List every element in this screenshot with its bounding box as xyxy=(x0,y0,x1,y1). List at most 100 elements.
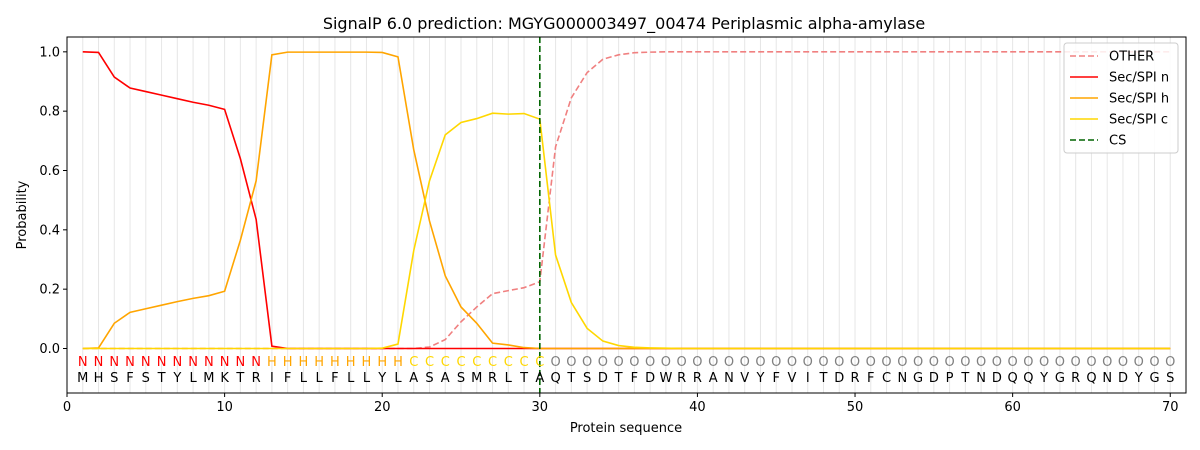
y-tick-label: 0.2 xyxy=(39,283,60,298)
region-label: O xyxy=(645,355,655,370)
region-label: O xyxy=(1086,355,1096,370)
region-label: N xyxy=(204,355,214,370)
region-label: H xyxy=(267,355,277,370)
grid-lines xyxy=(82,37,1171,393)
residue-label: S xyxy=(1166,371,1174,386)
region-label: N xyxy=(109,355,119,370)
residue-label: H xyxy=(94,371,104,386)
residue-label: C xyxy=(882,371,891,386)
region-label: O xyxy=(1149,355,1159,370)
residue-label: M xyxy=(471,371,482,386)
region-label: H xyxy=(314,355,324,370)
region-label: O xyxy=(1071,355,1081,370)
region-label: O xyxy=(960,355,970,370)
region-label: O xyxy=(740,355,750,370)
region-label: O xyxy=(944,355,954,370)
region-label: H xyxy=(330,355,340,370)
x-tick-label: 60 xyxy=(1004,400,1021,415)
region-label: O xyxy=(1039,355,1049,370)
residue-label: R xyxy=(851,371,860,386)
y-axis-label: Probability xyxy=(15,180,30,249)
residue-label: R xyxy=(677,371,686,386)
region-label: H xyxy=(299,355,309,370)
x-tick-label: 10 xyxy=(216,400,233,415)
region-label: N xyxy=(235,355,245,370)
residue-label: F xyxy=(331,371,338,386)
region-label: C xyxy=(409,355,418,370)
residue-label: T xyxy=(819,371,828,386)
residue-label: L xyxy=(300,371,308,386)
series-line-sec-spi-h xyxy=(82,51,1171,350)
region-label: H xyxy=(393,355,403,370)
region-label: O xyxy=(771,355,781,370)
region-label: O xyxy=(787,355,797,370)
plot-area xyxy=(82,37,1171,393)
residue-label: G xyxy=(1149,371,1159,386)
y-tick-label: 0.4 xyxy=(39,223,60,238)
residue-label: Y xyxy=(1134,371,1143,386)
region-label: N xyxy=(157,355,167,370)
residue-label: K xyxy=(220,371,229,386)
residue-label: M xyxy=(77,371,88,386)
region-label: O xyxy=(850,355,860,370)
legend-box xyxy=(1063,42,1179,154)
region-label: N xyxy=(125,355,135,370)
region-label: O xyxy=(708,355,718,370)
region-label: O xyxy=(897,355,907,370)
region-label: N xyxy=(220,355,230,370)
residue-label: R xyxy=(1071,371,1080,386)
residue-label: D xyxy=(992,371,1002,386)
region-label: O xyxy=(566,355,576,370)
region-label: O xyxy=(724,355,734,370)
region-label: O xyxy=(1165,355,1175,370)
region-label: N xyxy=(94,355,104,370)
region-label: N xyxy=(251,355,261,370)
region-label: O xyxy=(866,355,876,370)
residue-label: L xyxy=(363,371,371,386)
residue-label: R xyxy=(488,371,497,386)
residue-label: S xyxy=(110,371,118,386)
residue-label: T xyxy=(566,371,575,386)
chart-title: SignalP 6.0 prediction: MGYG000003497_00… xyxy=(323,14,925,34)
residue-label: S xyxy=(425,371,433,386)
series-line-sec-spi-n xyxy=(82,51,1171,350)
residue-label: L xyxy=(189,371,197,386)
region-label: O xyxy=(661,355,671,370)
region-label: N xyxy=(141,355,151,370)
legend-entry: CS xyxy=(1109,134,1126,149)
region-label: O xyxy=(1055,355,1065,370)
region-label: O xyxy=(834,355,844,370)
series-line-sec-spi-c xyxy=(82,112,1171,350)
region-label: C xyxy=(535,355,544,370)
residue-label: Q xyxy=(550,371,560,386)
residue-label: D xyxy=(598,371,608,386)
residue-label: L xyxy=(394,371,402,386)
legend-entry: Sec/SPI c xyxy=(1109,113,1168,128)
region-label: O xyxy=(881,355,891,370)
region-label: O xyxy=(550,355,560,370)
legend: OTHER Sec/SPI n Sec/SPI h Sec/SPI c CS xyxy=(1063,42,1179,154)
residue-label: S xyxy=(457,371,465,386)
residue-label: I xyxy=(270,371,274,386)
residue-label: G xyxy=(1055,371,1065,386)
legend-entry: Sec/SPI h xyxy=(1109,92,1169,107)
residue-label: N xyxy=(897,371,907,386)
region-label: C xyxy=(425,355,434,370)
region-label: C xyxy=(504,355,513,370)
region-label: H xyxy=(346,355,356,370)
region-label: C xyxy=(441,355,450,370)
legend-entry: Sec/SPI n xyxy=(1109,71,1169,86)
residue-label: R xyxy=(693,371,702,386)
residue-label: R xyxy=(252,371,261,386)
region-label: C xyxy=(472,355,481,370)
sequence-track: NMNHNSNFNSNTNYNLNMNKNTNRHIHFHLHLHFHLHLHY… xyxy=(77,355,1175,386)
region-label: O xyxy=(1118,355,1128,370)
residue-label: Y xyxy=(377,371,386,386)
region-label: O xyxy=(1134,355,1144,370)
residue-label: N xyxy=(1102,371,1112,386)
residue-label: Q xyxy=(1023,371,1033,386)
region-label: C xyxy=(488,355,497,370)
region-label: O xyxy=(629,355,639,370)
region-label: O xyxy=(1023,355,1033,370)
